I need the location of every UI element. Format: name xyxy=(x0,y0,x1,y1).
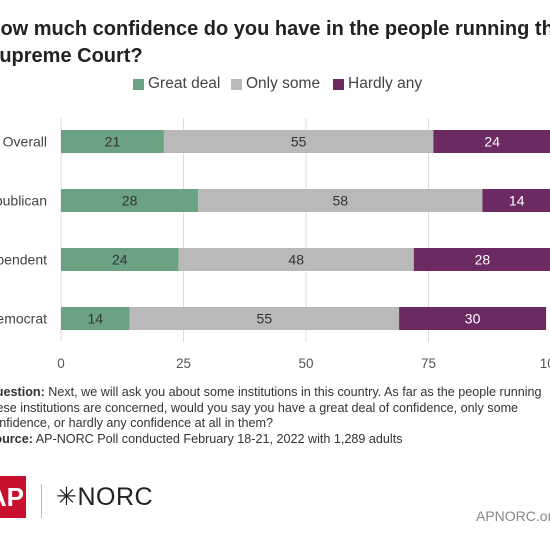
data-label: 28 xyxy=(475,252,491,268)
legend-swatch-great-deal xyxy=(133,78,144,90)
data-label: 24 xyxy=(484,134,500,150)
chart-title: How much confidence do you have in the p… xyxy=(0,18,550,67)
category-label: Independent xyxy=(0,252,47,268)
stacked-bar-chart: Overall 21 55 24 Republican 28 58 14 Independent… xyxy=(0,118,550,371)
bar-hardly-any xyxy=(482,189,550,212)
chart-note: Question: Next, we will ask you about so… xyxy=(0,385,550,447)
legend-label-hardly-any: Hardly any xyxy=(348,75,423,92)
question-note: Question: Next, we will ask you about so… xyxy=(0,385,550,432)
legend-item-only-some: Only some xyxy=(231,75,320,93)
x-tick-label: 50 xyxy=(298,356,313,371)
bar-only-some xyxy=(163,130,434,153)
ap-logo: AP xyxy=(0,476,26,518)
x-tick-label: 75 xyxy=(421,356,436,371)
logo-divider xyxy=(41,484,42,518)
legend-swatch-only-some xyxy=(231,78,242,90)
legend-label-great-deal: Great deal xyxy=(148,75,221,92)
data-label: 14 xyxy=(509,193,525,209)
source-note: Source: AP-NORC Poll conducted February … xyxy=(0,432,550,448)
bar-hardly-any xyxy=(399,307,547,330)
footer-url[interactable]: APNORC.org xyxy=(476,508,550,524)
legend-item-hardly-any: Hardly any xyxy=(333,75,422,93)
category-label: Overall xyxy=(3,134,47,150)
legend-swatch-hardly-any xyxy=(333,78,344,90)
x-tick-label: 25 xyxy=(176,356,191,371)
category-label: Republican xyxy=(0,193,47,209)
bar-only-some xyxy=(129,307,400,330)
source-label: Source: xyxy=(0,431,33,446)
data-label: 14 xyxy=(88,311,104,327)
x-tick-label: 0 xyxy=(57,356,65,371)
question-text: Next, we will ask you about some institu… xyxy=(0,385,542,430)
data-label: 28 xyxy=(122,193,138,209)
x-tick-label: 100 xyxy=(540,356,550,371)
bar-great-deal xyxy=(61,130,164,153)
data-label: 55 xyxy=(291,134,307,150)
data-label: 55 xyxy=(257,311,273,327)
legend-label-only-some: Only some xyxy=(246,75,321,92)
legend-item-great-deal: Great deal xyxy=(133,75,220,93)
data-label: 24 xyxy=(112,252,128,268)
bar-only-some xyxy=(178,248,414,271)
data-label: 30 xyxy=(465,311,481,327)
source-text: AP-NORC Poll conducted February 18-21, 2… xyxy=(35,431,403,446)
category-label: Democrat xyxy=(0,311,47,327)
bar-hardly-any xyxy=(413,248,550,271)
bar-only-some xyxy=(198,189,483,212)
bar-great-deal xyxy=(61,307,130,330)
data-label: 48 xyxy=(288,252,304,268)
norc-logo: ✳NORC xyxy=(56,483,154,511)
data-label: 21 xyxy=(105,134,121,150)
bar-hardly-any xyxy=(433,130,550,153)
bar-great-deal xyxy=(61,248,179,271)
data-label: 58 xyxy=(333,193,349,209)
bar-great-deal xyxy=(61,189,199,212)
question-label: Question: xyxy=(0,385,45,399)
